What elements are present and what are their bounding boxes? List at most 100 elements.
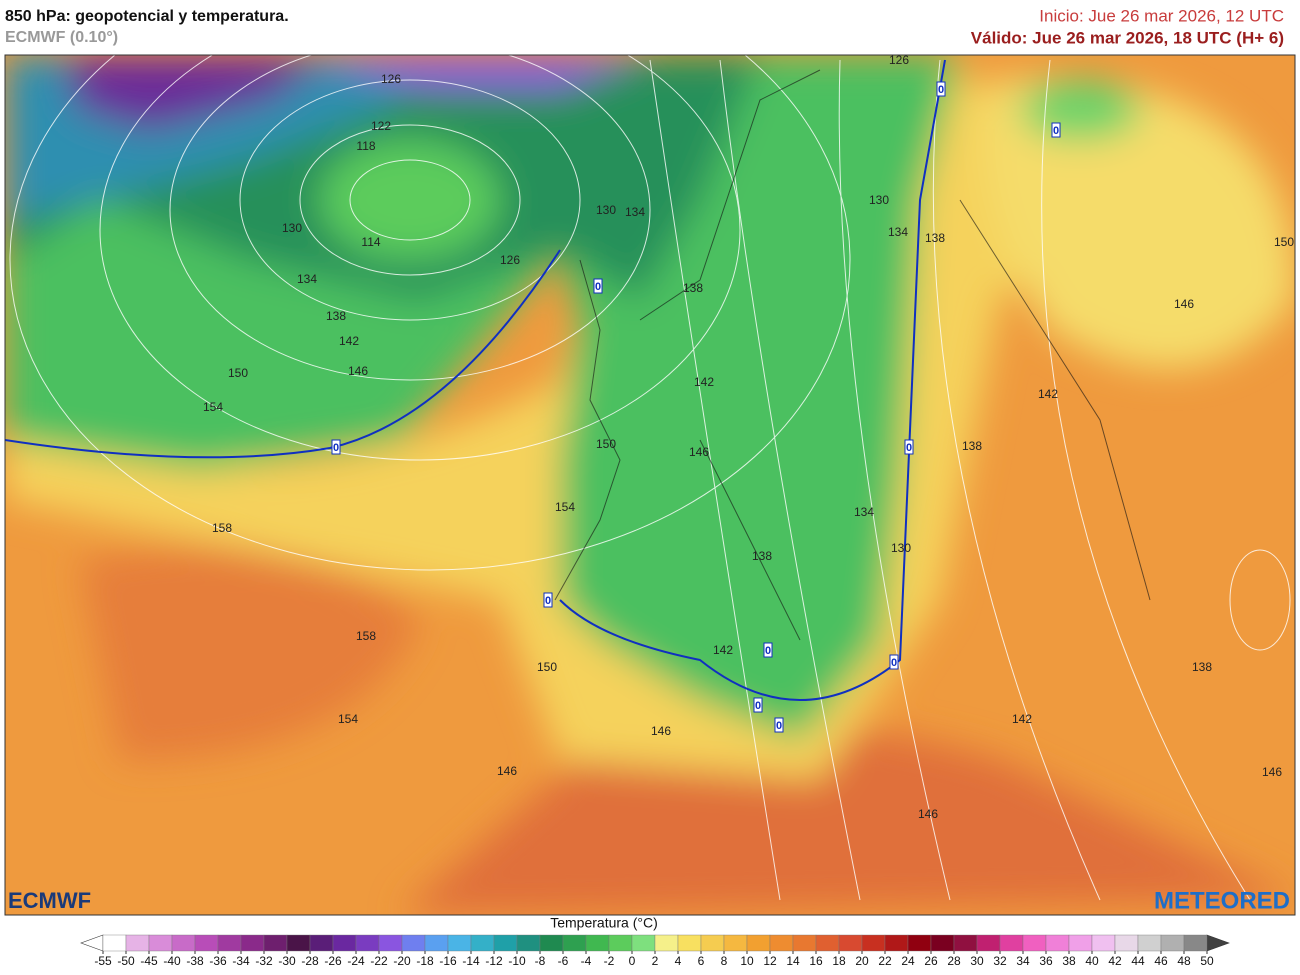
zero-label: 0	[906, 442, 912, 454]
colorbar-swatch	[470, 934, 495, 952]
colorbar-tick-label: -14	[462, 954, 480, 968]
contour-label: 146	[1174, 297, 1194, 311]
colorbar-swatch	[401, 934, 426, 952]
colorbar-swatch	[1160, 934, 1185, 952]
contour-label: 138	[962, 439, 982, 453]
contour-label: 146	[651, 724, 671, 738]
colorbar-tick-label: 48	[1177, 954, 1191, 968]
zero-label-box	[753, 697, 763, 713]
colorbar-tick-label: -34	[232, 954, 250, 968]
colorbar-swatch	[125, 934, 150, 952]
colorbar-tick-label: 34	[1016, 954, 1030, 968]
colorbar-tick-label: 50	[1200, 954, 1214, 968]
contour-label: 114	[361, 235, 380, 249]
colorbar-tick-label: 0	[629, 954, 636, 968]
colorbar-tick-label: 20	[855, 954, 869, 968]
colorbar-swatch	[838, 934, 863, 952]
contour-label: 130	[282, 221, 302, 235]
colorbar-swatch	[309, 934, 334, 952]
colorbar-tick-label: -16	[439, 954, 457, 968]
colorbar-swatch	[1045, 934, 1070, 952]
colorbar-swatch	[608, 934, 633, 952]
colorbar-tick-label: -26	[324, 954, 342, 968]
model: ECMWF (0.10°)	[5, 29, 118, 46]
colorbar-tick-label: -10	[508, 954, 526, 968]
colorbar-tick-label: 46	[1154, 954, 1168, 968]
colorbar-swatch	[700, 934, 725, 952]
colorbar-swatch	[332, 934, 357, 952]
contour-label: 134	[297, 272, 317, 286]
contour-label: 146	[918, 807, 938, 821]
map-frame	[4, 54, 1296, 916]
zero-label-box	[936, 81, 946, 97]
zero-label: 0	[545, 595, 551, 607]
zero-label-box	[763, 642, 773, 658]
colorbar-over	[1206, 934, 1230, 952]
colorbar-tick-label: -40	[163, 954, 181, 968]
colorbar-swatch	[746, 934, 771, 952]
contour-label: 134	[854, 505, 874, 519]
colorbar-swatch	[378, 934, 403, 952]
contour-label: 126	[889, 53, 909, 67]
colorbar-swatch	[240, 934, 265, 952]
contour-label: 154	[555, 500, 575, 514]
colorbar-swatch	[631, 934, 656, 952]
zero-label: 0	[765, 645, 771, 657]
colorbar-tick-label: 42	[1108, 954, 1122, 968]
colorbar-tick-label: 4	[675, 954, 682, 968]
contour-label: 138	[683, 281, 703, 295]
contour-label: 142	[1038, 387, 1058, 401]
zero-label-box	[889, 654, 899, 670]
colorbar-swatch	[1091, 934, 1116, 952]
colorbar-swatch	[930, 934, 955, 952]
colorbar-swatch	[539, 934, 564, 952]
colorbar-tick-label: -36	[209, 954, 227, 968]
contour-label: 142	[694, 375, 714, 389]
valid-time: Válido: Jue 26 mar 2026, 18 UTC (H+ 6)	[971, 28, 1284, 47]
colorbar-tick-label: 26	[924, 954, 938, 968]
colorbar-tick-label: 44	[1131, 954, 1145, 968]
contour-label: 146	[348, 364, 368, 378]
contour-label: 134	[625, 205, 645, 219]
zero-label-box	[331, 439, 341, 455]
colorbar-swatch	[1137, 934, 1162, 952]
contour-label: 158	[356, 629, 376, 643]
contour-label: 142	[1012, 712, 1032, 726]
colorbar-tick-label: 40	[1085, 954, 1099, 968]
colorbar-swatch	[953, 934, 978, 952]
colorbar-swatch	[194, 934, 219, 952]
contour-label: 126	[381, 72, 401, 86]
colorbar-swatch	[861, 934, 886, 952]
colorbar-tick-label: 8	[721, 954, 728, 968]
colorbar-tick-label: -45	[140, 954, 158, 968]
colorbar-tick-label: 18	[832, 954, 846, 968]
colorbar-swatch	[976, 934, 1001, 952]
colorbar-tick-label: 6	[698, 954, 705, 968]
colorbar-swatch	[654, 934, 679, 952]
colorbar-under	[80, 934, 104, 952]
contour-label: 130	[596, 203, 616, 217]
contour-label: 150	[596, 437, 616, 451]
colorbar-swatch	[723, 934, 748, 952]
colorbar-swatch	[999, 934, 1024, 952]
contour-label: 134	[888, 225, 908, 239]
colorbar-swatch	[562, 934, 587, 952]
init-time: Inicio: Jue 26 mar 2026, 12 UTC	[1039, 6, 1284, 25]
contour-label: 146	[497, 764, 517, 778]
map: 126 122 118 114 130 134 138 142 146 150 154 158 126 1…	[5, 53, 1295, 915]
title: 850 hPa: geopotencial y temperatura.	[5, 8, 289, 25]
colorbar-swatch	[585, 934, 610, 952]
zero-label: 0	[1053, 125, 1059, 137]
colorbar-swatch	[148, 934, 173, 952]
contour-label: 142	[339, 334, 359, 348]
zero-label-box	[774, 717, 784, 733]
colorbar-tick-label: -30	[278, 954, 296, 968]
colorbar-swatch	[1183, 934, 1208, 952]
zero-label: 0	[891, 657, 897, 669]
colorbar-swatch	[907, 934, 932, 952]
colorbar-swatch	[1022, 934, 1047, 952]
colorbar-tick-label: 28	[947, 954, 961, 968]
colorbar-tick-label: -8	[535, 954, 546, 968]
colorbar-swatch	[102, 934, 127, 952]
colorbar-swatch	[884, 934, 909, 952]
